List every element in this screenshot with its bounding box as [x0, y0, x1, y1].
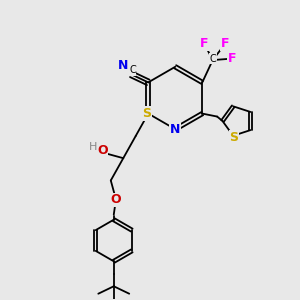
Text: O: O: [97, 144, 108, 157]
Text: H: H: [88, 142, 97, 152]
Text: F: F: [221, 37, 230, 50]
Text: S: S: [229, 131, 238, 144]
Text: S: S: [142, 107, 151, 120]
Text: N: N: [118, 59, 128, 72]
Text: F: F: [200, 37, 208, 50]
Text: N: N: [170, 123, 181, 136]
Text: O: O: [110, 193, 121, 206]
Text: C: C: [129, 65, 136, 76]
Text: C: C: [209, 54, 216, 64]
Text: F: F: [228, 52, 236, 65]
